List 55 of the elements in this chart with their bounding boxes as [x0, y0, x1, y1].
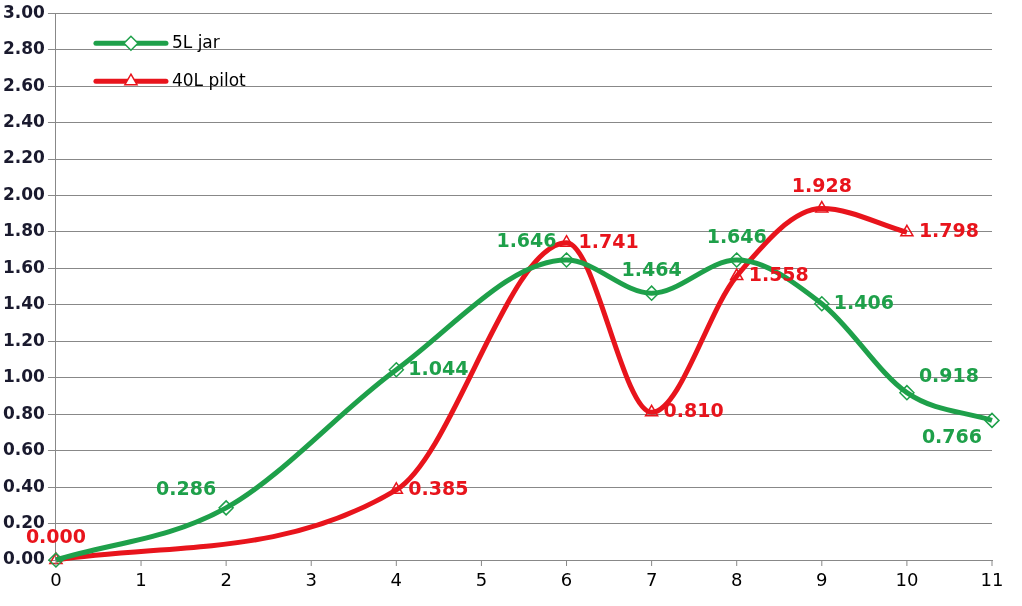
y-tick-label: 1.60 — [2, 256, 46, 277]
x-tick-label: 10 — [895, 568, 919, 590]
y-tick-label: 2.80 — [2, 38, 46, 59]
y-tick-label: 2.40 — [2, 110, 46, 131]
x-tick-label: 1 — [135, 568, 147, 590]
data-label: 1.928 — [791, 173, 852, 196]
y-tick-label: 2.60 — [2, 74, 46, 95]
y-tick-label: 1.20 — [2, 329, 46, 350]
x-tick-label: 7 — [645, 568, 658, 590]
x-tick-label: 4 — [390, 568, 403, 590]
point — [984, 412, 1000, 429]
point — [729, 268, 744, 281]
y-tick-label: 2.20 — [2, 147, 46, 168]
legend-label: 40L pilot — [171, 69, 247, 90]
x-tick-label: 0 — [50, 568, 62, 590]
point — [899, 384, 915, 401]
y-tick-label: 0.00 — [2, 548, 46, 569]
point — [218, 500, 234, 516]
data-label: 1.798 — [918, 219, 980, 242]
data-label: 1.646 — [706, 224, 767, 247]
y-tick-label: 0.60 — [2, 439, 46, 460]
point — [900, 224, 914, 237]
y-tick-label: 1.40 — [2, 293, 46, 314]
point — [815, 200, 829, 213]
data-label: 0.385 — [408, 476, 469, 499]
y-tick-label: 3.00 — [2, 1, 46, 22]
point — [644, 404, 659, 417]
x-tick-label: 9 — [816, 568, 828, 590]
data-label: 1.406 — [833, 290, 894, 313]
data-label: 1.741 — [578, 229, 639, 252]
x-tick-label: 11 — [980, 568, 1004, 590]
y-tick-label: 0.40 — [2, 475, 46, 496]
x-tick-label: 5 — [475, 568, 488, 590]
point — [814, 295, 830, 312]
data-label: 0.286 — [156, 476, 217, 499]
data-label: 0.766 — [921, 425, 983, 448]
data-label: 0.918 — [918, 363, 980, 386]
data-label: 1.464 — [621, 258, 682, 281]
x-tick-label: 6 — [560, 568, 573, 590]
data-label: 1.044 — [408, 356, 469, 379]
legend-label: 5L jar — [171, 31, 220, 52]
point — [643, 285, 660, 301]
y-tick-label: 1.00 — [2, 366, 46, 387]
point — [389, 482, 404, 495]
y-tick-label: 0.80 — [2, 402, 46, 423]
data-label: 0.810 — [663, 399, 724, 422]
point — [728, 252, 745, 268]
data-label: 1.646 — [496, 228, 557, 251]
point — [558, 252, 575, 268]
x-tick-label: 3 — [305, 568, 317, 590]
point — [388, 361, 405, 378]
y-tick-label: 1.80 — [2, 220, 46, 241]
x-tick-label: 2 — [220, 568, 232, 590]
y-tick-label: 2.00 — [2, 183, 46, 204]
x-tick-label: 8 — [730, 568, 743, 590]
